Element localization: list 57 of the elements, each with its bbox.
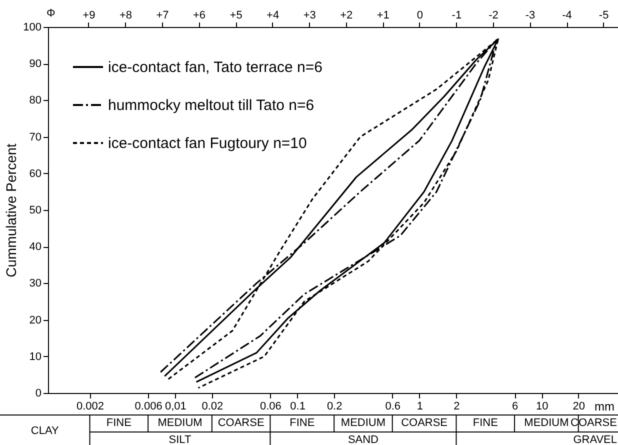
x-tick-label: 0,01 bbox=[164, 400, 186, 412]
x-tick-label: 0.006 bbox=[134, 400, 162, 412]
x2-tick-label: -3 bbox=[525, 10, 536, 22]
text: MEDIUM bbox=[158, 417, 202, 429]
x2-tick-label: -4 bbox=[562, 10, 572, 22]
legend-label: hummocky meltout till Tato n=6 bbox=[108, 97, 314, 114]
x2-tick-label: +5 bbox=[230, 10, 242, 22]
x-tick-label: 0.1 bbox=[290, 400, 306, 412]
x2-axis-title: Φ bbox=[46, 8, 56, 20]
x-tick-label: 10 bbox=[536, 400, 548, 412]
y-tick-label: 90 bbox=[29, 58, 42, 70]
y-tick-label: 40 bbox=[29, 241, 42, 254]
x2-tick-label: +3 bbox=[303, 10, 316, 22]
text: SAND bbox=[348, 434, 379, 445]
x-tick-label: 20 bbox=[572, 400, 586, 412]
y-tick-label: 70 bbox=[29, 131, 42, 144]
text: MEDIUM bbox=[524, 417, 569, 429]
x2-tick-label: +2 bbox=[340, 10, 353, 22]
y-tick-label: 80 bbox=[29, 94, 42, 107]
y-tick-label: 50 bbox=[29, 204, 42, 216]
text: FINE bbox=[290, 417, 315, 429]
legend-label: ice-contact fan Fugtoury n=10 bbox=[108, 135, 307, 152]
text: MEDIUM bbox=[340, 417, 386, 429]
y-tick-label: 100 bbox=[23, 22, 42, 34]
y-tick-label: 30 bbox=[29, 278, 42, 290]
y-tick-label: 0 bbox=[35, 388, 42, 400]
text: FINE bbox=[106, 417, 132, 429]
x-tick-label: 1 bbox=[416, 400, 424, 412]
x-tick-label: 0.6 bbox=[385, 400, 401, 412]
x-tick-label: 2 bbox=[454, 400, 460, 412]
x2-tick-label: 0 bbox=[416, 10, 423, 22]
x2-tick-label: +6 bbox=[193, 10, 206, 22]
x2-tick-label: -2 bbox=[488, 10, 498, 22]
text: SILT bbox=[168, 434, 192, 445]
x-tick-label: 0.02 bbox=[202, 400, 224, 412]
x-tick-label: 0.2 bbox=[326, 400, 342, 412]
text: CLAY bbox=[30, 425, 60, 437]
legend-label: ice-contact fan, Tato terrace n=6 bbox=[108, 59, 322, 76]
x2-tick-label: +7 bbox=[156, 10, 169, 22]
y-tick-label: 10 bbox=[29, 350, 42, 363]
text: COARSE bbox=[401, 417, 448, 429]
x-tick-label: 6 bbox=[512, 400, 518, 412]
y-axis-title: Cummulative Percent bbox=[3, 143, 20, 278]
x2-tick-label: +4 bbox=[266, 10, 280, 22]
y-tick-label: 60 bbox=[29, 168, 42, 180]
x2-tick-label: -5 bbox=[598, 10, 609, 22]
x2-tick-label: +9 bbox=[82, 10, 96, 22]
x2-tick-label: -1 bbox=[452, 10, 462, 22]
text: GRAVEL bbox=[573, 434, 617, 445]
text: FINE bbox=[472, 417, 498, 429]
x2-tick-label: +8 bbox=[119, 10, 132, 22]
x-tick-label: 0.002 bbox=[76, 400, 104, 412]
text: COARSE bbox=[218, 417, 264, 429]
x2-tick-label: +1 bbox=[376, 10, 390, 22]
y-tick-label: 20 bbox=[29, 314, 42, 326]
x-tick-label: 0.06 bbox=[260, 400, 282, 412]
x-axis-title: mm bbox=[594, 400, 614, 414]
